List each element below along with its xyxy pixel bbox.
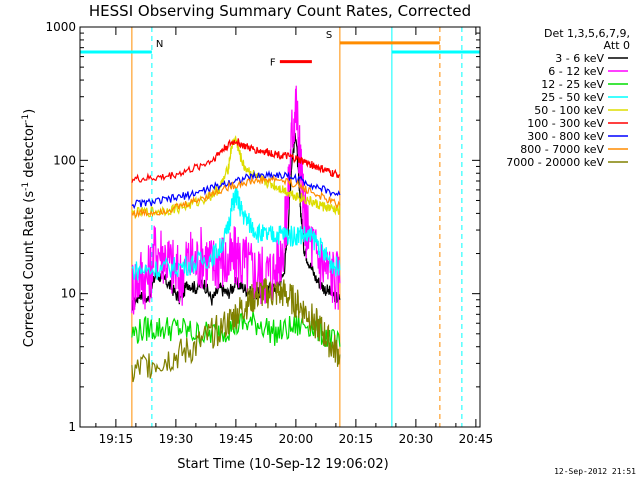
x-tick-label-5: 20:30: [399, 432, 434, 446]
series-line-3: [131, 187, 341, 281]
plot-frame: [79, 26, 481, 428]
y-tick-label-3: 1000: [45, 20, 76, 34]
x-tick-label-0: 19:15: [99, 432, 134, 446]
series-line-4: [131, 135, 341, 220]
series-line-6: [131, 169, 341, 210]
legend-label-8: 7000 - 20000 keV: [506, 156, 604, 169]
x-tick-label-3: 20:00: [279, 432, 314, 446]
plot-layer: N S F: [79, 27, 480, 427]
y-tick-label-2: 100: [53, 153, 76, 167]
footer-date: 12-Sep-2012 21:51: [554, 467, 636, 476]
legend-label-3: 25 - 50 keV: [541, 91, 604, 104]
series-line-1: [131, 85, 341, 315]
x-axis-label: Start Time (10-Sep-12 19:06:02): [177, 457, 388, 472]
ticks-layer: 19:15 19:30 19:45 20:00 20:15 20:30 20:45 1 10 10…: [45, 20, 493, 446]
x-tick-label-1: 19:30: [159, 432, 194, 446]
legend-label-0: 3 - 6 keV: [555, 52, 604, 65]
segment-label-f: F: [270, 58, 276, 69]
x-tick-label-4: 20:15: [339, 432, 374, 446]
y-axis-label: Corrected Count Rate (s-1 detector-1): [21, 109, 37, 347]
x-tick-label-2: 19:45: [219, 432, 254, 446]
legend-label-6: 300 - 800 keV: [527, 130, 604, 143]
legend-label-7: 800 - 7000 keV: [520, 143, 604, 156]
segment-label-n: N: [156, 39, 163, 50]
series-line-5: [131, 138, 340, 183]
legend-label-5: 100 - 300 keV: [527, 117, 604, 130]
y-tick-label-1: 10: [61, 287, 76, 301]
chart-title: HESSI Observing Summary Count Rates, Cor…: [89, 2, 471, 20]
segment-label-s: S: [326, 30, 332, 41]
y-tick-label-0: 1: [68, 420, 76, 434]
series-line-7: [131, 174, 341, 219]
legend-label-1: 6 - 12 keV: [548, 65, 604, 78]
x-tick-label-6: 20:45: [459, 432, 494, 446]
legend-label-4: 50 - 100 keV: [534, 104, 604, 117]
legend-header-1: Det 1,3,5,6,7,9,: [544, 27, 630, 40]
series-line-8: [131, 278, 341, 383]
legend-label-2: 12 - 25 keV: [541, 78, 604, 91]
legend-header-2: Att 0: [604, 39, 630, 52]
